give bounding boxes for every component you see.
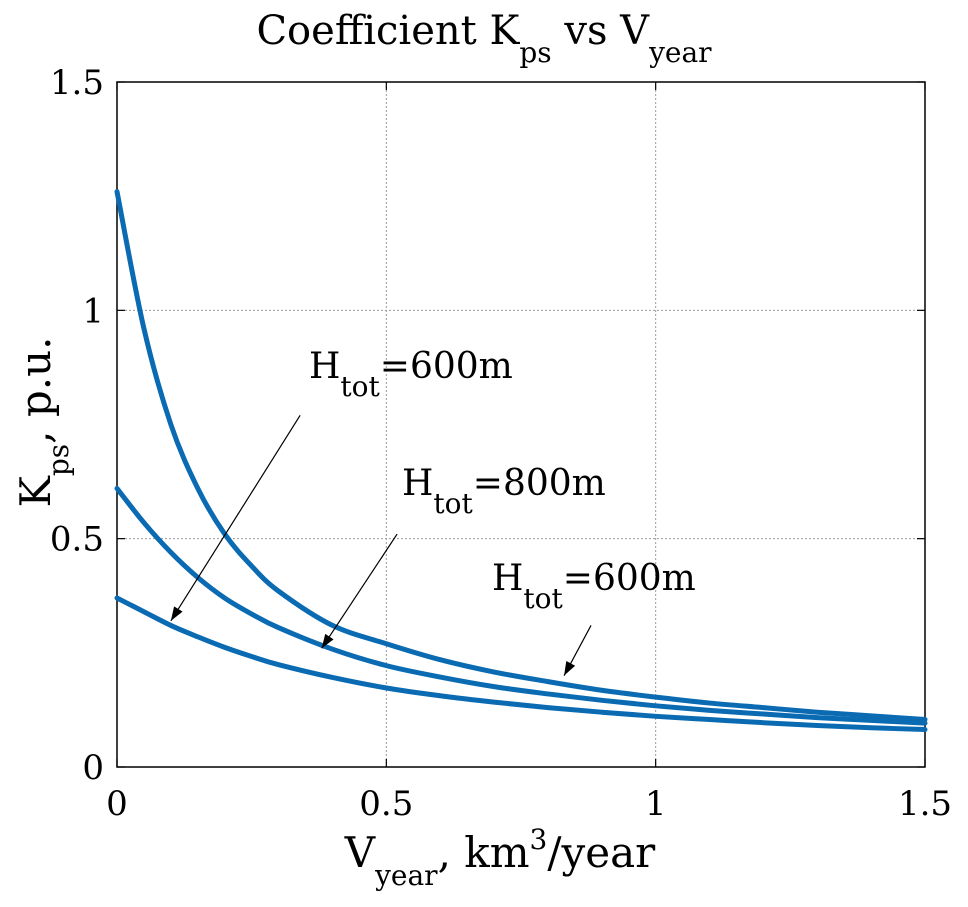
annotations: Htot=600m Htot=800m Htot=600m [170, 346, 696, 676]
annotation-arrow-line [170, 415, 301, 622]
series-line-2 [114, 485, 928, 726]
x-tick-label: 1 [645, 784, 667, 824]
axis-ticks: 0 0.5 1 1.5 0 0.5 1 1.5 [50, 63, 952, 824]
annotation-label: Htot=600m [492, 558, 696, 615]
annotation-label: Htot=600m [309, 346, 513, 403]
x-tick-label: 0 [106, 784, 128, 824]
x-tick-label: 0.5 [359, 784, 413, 824]
series-group [114, 189, 928, 733]
plot-area: 0 0.5 1 1.500.511.5 Htot=600mHtot=800mHtot=… [50, 63, 952, 824]
grid [117, 82, 925, 767]
series-line-1 [114, 189, 928, 723]
annotation-arrow-head [564, 660, 576, 676]
y-tick-label: 0.5 [50, 520, 104, 560]
y-axis-label: Kps, p.u. [11, 336, 75, 507]
y-tick-label: 1.5 [50, 63, 104, 103]
chart-title: Coefficient Kps vs Vyear [256, 8, 712, 69]
x-tick-label: 1.5 [898, 784, 952, 824]
annotation-1: Htot=600m [170, 346, 513, 622]
annotation-arrow-head [321, 633, 334, 649]
annotation-label: Htot=800m [402, 463, 606, 520]
y-tick-label: 0 [82, 748, 104, 788]
annotation-arrow-head [170, 606, 183, 621]
annotation-2: Htot=800m [321, 463, 606, 649]
x-axis-label: Vyear, km3/year [344, 823, 656, 892]
y-tick-label: 1 [82, 291, 104, 331]
annotation-3: Htot=600m [492, 558, 696, 676]
annotation-arrow-line [321, 533, 398, 649]
series-line-3 [114, 595, 928, 733]
axes-box [116, 81, 926, 768]
